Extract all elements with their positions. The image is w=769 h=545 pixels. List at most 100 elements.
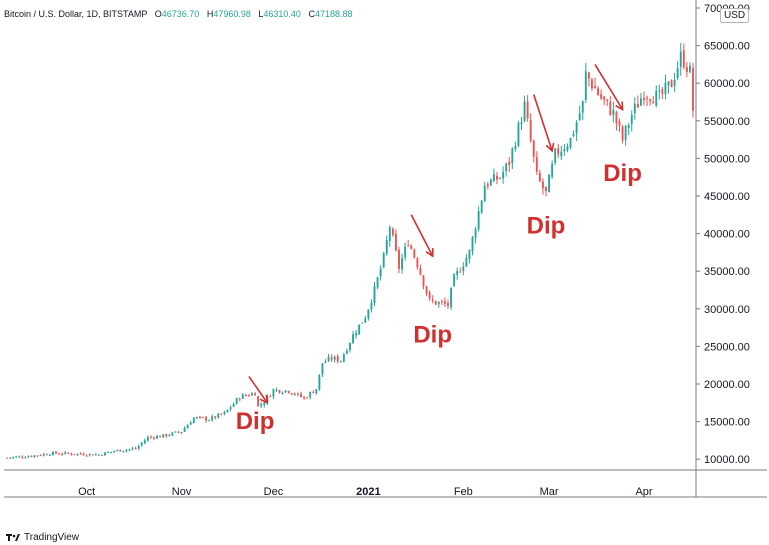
open-label: O (154, 9, 162, 19)
candle-body (633, 103, 636, 114)
candle-body (569, 137, 572, 148)
candle-body (523, 101, 526, 122)
annotation-arrow (532, 94, 553, 152)
candle-body (483, 185, 486, 202)
time-tick-label: Mar (540, 486, 559, 498)
candle-body (272, 389, 275, 397)
candle-body (119, 449, 122, 452)
annotation-arrow (248, 376, 268, 404)
candle-body (235, 398, 238, 404)
candle-body (431, 299, 434, 301)
candle-body (394, 233, 397, 251)
candle-body (557, 148, 560, 155)
candle-body (39, 455, 42, 457)
candle-body (195, 417, 198, 419)
candle-body (254, 393, 257, 396)
price-tick-label: 45000.00 (704, 191, 750, 203)
candle-body (480, 200, 483, 213)
candle-body (275, 389, 278, 391)
candle-body (370, 302, 373, 310)
candle-body (110, 451, 113, 453)
candle-body (293, 393, 296, 395)
ohlc-legend: Bitcoin / U.S. Dollar, 1D, BITSTAMP O467… (4, 9, 353, 19)
candle-body (407, 245, 410, 247)
candle-body (315, 389, 318, 394)
candle-body (300, 393, 302, 397)
price-tick-label: 15000.00 (704, 417, 750, 429)
annotation-arrowhead (425, 248, 434, 258)
candle-body (116, 449, 119, 451)
candle-body (496, 175, 498, 180)
candle-body (538, 172, 541, 182)
annotation-arrowhead (259, 394, 269, 405)
price-tick-label: 55000.00 (704, 116, 750, 128)
candle-body (122, 450, 125, 452)
candle-body (226, 409, 229, 413)
candle-body (339, 360, 342, 362)
candle-body (692, 67, 694, 111)
candle-body (327, 357, 330, 362)
candle-body (560, 151, 563, 157)
candle-body (658, 90, 661, 92)
time-tick-label: 2021 (356, 486, 380, 498)
candle-body (55, 451, 57, 454)
candle-body (652, 102, 655, 104)
candle-body (143, 440, 146, 444)
candle-body (419, 268, 422, 275)
candle-body (664, 83, 667, 95)
time-tick-label: Dec (264, 486, 284, 498)
candle-body (413, 249, 416, 258)
candle-body (492, 174, 495, 182)
candle-body (330, 357, 333, 360)
candle-body (251, 393, 253, 396)
candle-body (655, 91, 658, 106)
candle-body (581, 101, 584, 113)
candle-body (177, 431, 180, 433)
candle-body (379, 268, 382, 277)
candle-body (281, 392, 284, 394)
candle-body (639, 98, 642, 106)
candle-body (578, 113, 581, 121)
candle-body (100, 454, 103, 456)
annotation-arrowhead (615, 101, 624, 111)
candle-body (9, 457, 12, 459)
candle-body (425, 286, 428, 294)
candle-body (287, 391, 290, 393)
candle-body (679, 51, 682, 67)
chart-panel[interactable]: 70000.0065000.0060000.0055000.0050000.00… (4, 0, 767, 527)
candle-body (551, 163, 554, 177)
currency-badge[interactable]: USD (720, 8, 750, 23)
candle-body (76, 453, 79, 455)
candle-body (385, 240, 388, 254)
candle-body (404, 246, 407, 258)
candle-body (183, 428, 186, 432)
dip-annotation-label: Dip (603, 160, 642, 187)
low-label: L (258, 9, 264, 19)
candle-body (128, 449, 131, 451)
price-tick-label: 50000.00 (704, 153, 750, 165)
candle-body (146, 436, 149, 441)
candle-body (526, 101, 529, 119)
candle-body (217, 413, 220, 418)
candle-body (238, 398, 241, 400)
price-tick-label: 25000.00 (704, 341, 750, 353)
candle-body (489, 179, 492, 186)
time-tick-label: Apr (635, 486, 652, 498)
candle-body (535, 157, 538, 172)
candle-body (189, 422, 192, 425)
candle-body (563, 149, 566, 152)
candle-body (416, 258, 419, 268)
candle-body (474, 229, 477, 238)
candle-body (649, 99, 652, 102)
candlestick-chart[interactable]: 70000.0065000.0060000.0055000.0050000.00… (4, 0, 767, 527)
candle-body (401, 258, 404, 270)
candle-body (450, 287, 453, 308)
candle-body (606, 99, 609, 101)
candle-body (612, 109, 615, 115)
footer-branding[interactable]: TradingView (6, 532, 79, 543)
candle-body (88, 453, 91, 456)
candle-body (398, 249, 400, 269)
annotation-arrowhead (545, 142, 555, 153)
time-tick-label: Oct (78, 486, 95, 498)
candle-body (676, 68, 679, 78)
